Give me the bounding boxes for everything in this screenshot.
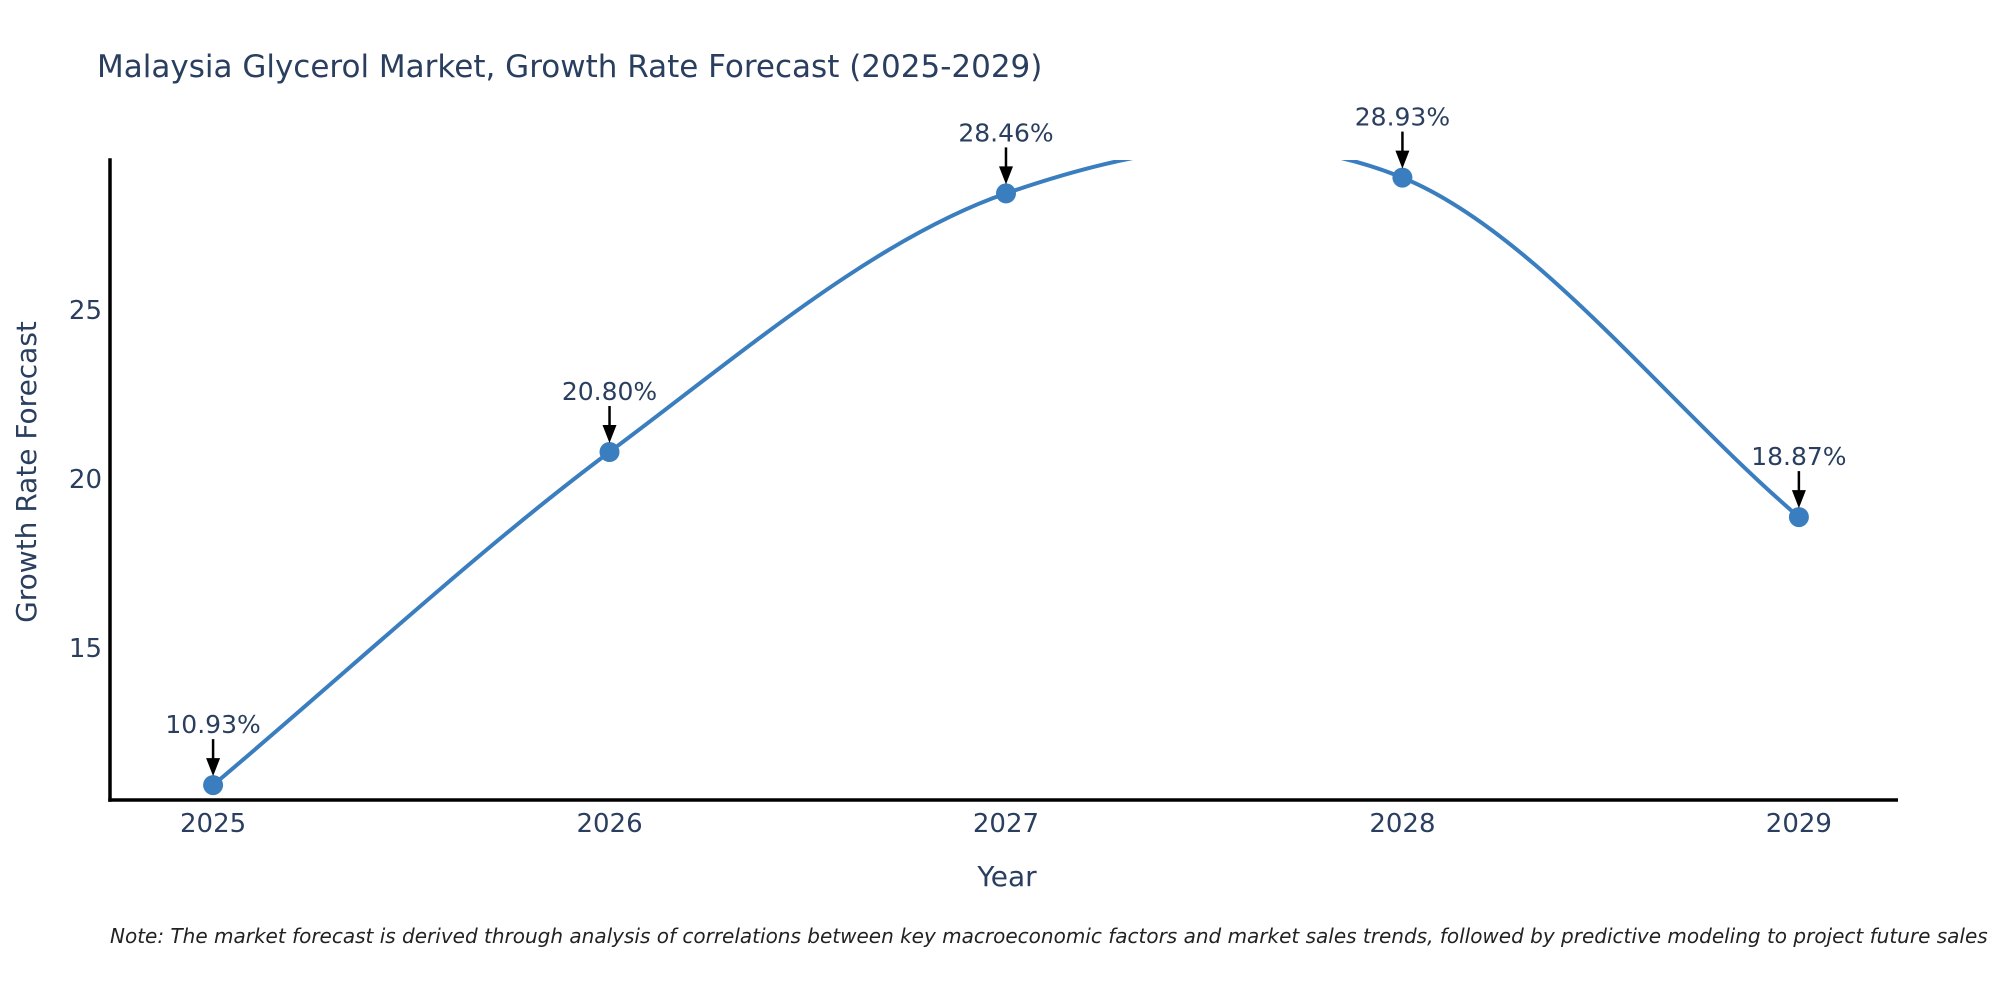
y-tick-label: 20 <box>69 465 102 495</box>
data-point-marker <box>996 183 1016 204</box>
data-point-marker <box>599 442 620 462</box>
point-value-label: 20.80% <box>562 377 657 406</box>
point-annotations: 10.93% 20.80% 28.46% 28.93% 18.87% <box>165 103 1847 777</box>
point-value-label: 18.87% <box>1751 442 1846 471</box>
x-axis-tick-labels: 2025 2026 2027 2028 2029 <box>180 809 1832 839</box>
y-axis-title: Growth Rate Forecast <box>10 321 43 623</box>
x-tick-label: 2029 <box>1766 809 1832 839</box>
point-value-label: 28.46% <box>958 118 1053 147</box>
series-line <box>211 160 1801 788</box>
y-axis-tick-labels: 15 20 25 <box>69 296 102 664</box>
data-point-marker <box>1788 507 1809 528</box>
y-tick-label: 25 <box>69 296 102 326</box>
annotation-arrow-head <box>602 425 617 443</box>
data-point-markers <box>203 167 1809 796</box>
chart-title: Malaysia Glycerol Market, Growth Rate Fo… <box>97 49 1042 85</box>
data-point-marker <box>1392 167 1413 188</box>
annotation-arrow-head <box>1791 490 1806 509</box>
x-tick-label: 2028 <box>1369 809 1435 839</box>
point-value-label: 10.93% <box>165 710 260 739</box>
annotation-arrow-head <box>1395 150 1410 169</box>
footnote: Note: The market forecast is derived thr… <box>110 924 1988 948</box>
point-value-label: 28.93% <box>1355 103 1450 132</box>
data-point-marker <box>203 775 224 796</box>
annotation-arrow-head <box>206 758 221 777</box>
x-tick-label: 2025 <box>180 809 246 839</box>
x-tick-label: 2027 <box>973 809 1039 839</box>
x-tick-label: 2026 <box>576 809 642 839</box>
x-axis-title: Year <box>976 860 1037 893</box>
y-tick-label: 15 <box>69 634 102 664</box>
annotation-arrow-head <box>999 166 1013 185</box>
